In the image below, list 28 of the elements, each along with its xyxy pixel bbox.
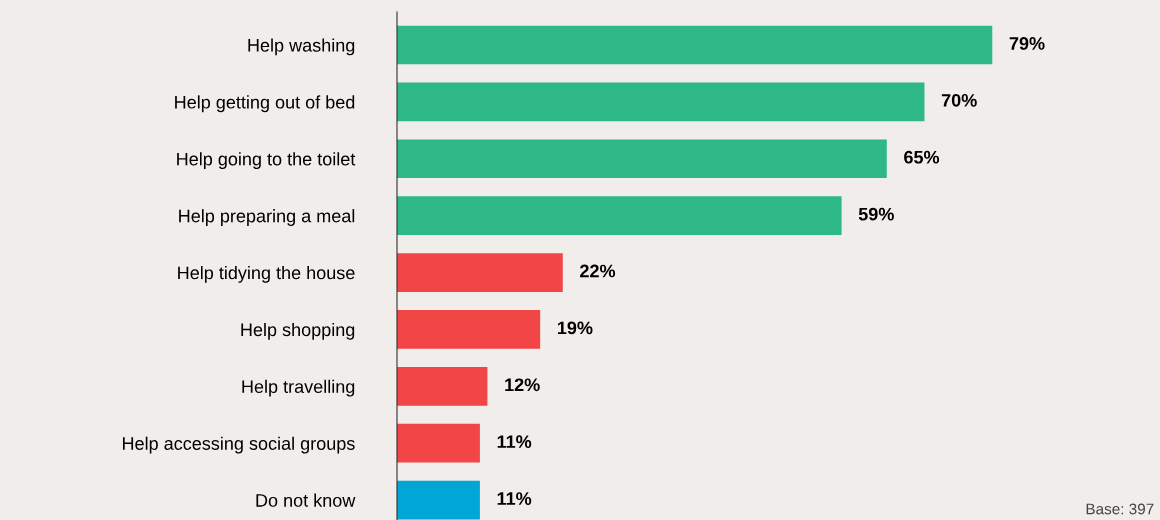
data-label: 11% (497, 492, 532, 505)
bar (397, 25, 993, 65)
y-tick-label: Help washing (248, 38, 355, 56)
data-label: 22% (580, 264, 616, 278)
y-tick-label: Help preparing a meal (179, 209, 355, 226)
data-label: 11% (497, 435, 532, 449)
y-tick-label: Help getting out of bed (175, 95, 355, 113)
data-label: 70% (941, 93, 977, 107)
y-tick-label: Help tidying the house (178, 266, 355, 283)
bar (397, 310, 541, 349)
bar (397, 366, 488, 406)
data-label: 19% (557, 321, 593, 335)
bar (397, 82, 925, 122)
text: Base: 397 (1086, 503, 1154, 515)
bar (397, 253, 563, 292)
data-label: 65% (904, 150, 940, 164)
data-label: 12% (505, 378, 540, 392)
y-tick-label: Do not know (256, 493, 356, 507)
bar (397, 196, 842, 235)
data-label: 59% (858, 207, 894, 221)
bar (397, 480, 480, 520)
y-tick-label: Help travelling (242, 379, 355, 397)
y-tick-label: Help shopping (241, 322, 355, 340)
data-label: 79% (1009, 37, 1045, 50)
y-tick-label: Help accessing social groups (122, 436, 355, 454)
y-tick-label: Help going to the toilet (177, 152, 356, 170)
bar (397, 139, 887, 179)
bar (397, 423, 480, 463)
